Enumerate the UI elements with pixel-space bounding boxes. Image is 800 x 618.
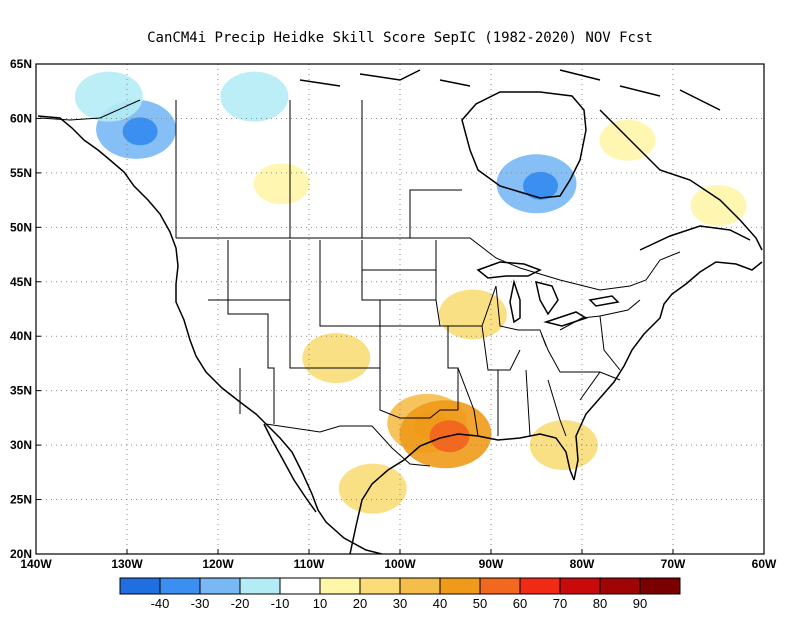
x-tick-label: 60W: [752, 557, 777, 571]
heatmap-field: [36, 64, 764, 554]
colorbar-label: 50: [473, 596, 487, 611]
y-tick-label: 20N: [10, 547, 32, 561]
y-tick-label: 55N: [10, 166, 32, 180]
colorbar-swatch: [439, 577, 481, 595]
colorbar-swatch: [519, 577, 561, 595]
atlantic-coastline: [573, 261, 763, 481]
political-borders: [39, 99, 681, 467]
lake-superior: [476, 261, 542, 279]
st-lawrence: [639, 225, 751, 251]
skill-core-0: [122, 117, 158, 146]
baja-coastline: [263, 423, 317, 513]
skill-region-14: [690, 185, 747, 227]
skill-region-12: [529, 420, 598, 471]
x-tick-label: 80W: [570, 557, 595, 571]
colorbar-label: -30: [191, 596, 210, 611]
skill-region-10: [438, 289, 507, 340]
colorbar-label: 10: [313, 596, 327, 611]
pacific-coastline: [37, 115, 383, 554]
y-tick-label: 35N: [10, 384, 32, 398]
colorbar-swatch: [359, 577, 401, 595]
x-axis: 140W 130W 120W 110W 100W 90W 80W 70W 60W: [20, 549, 777, 571]
y-tick-label: 50N: [10, 220, 32, 234]
colorbar-label: 30: [393, 596, 407, 611]
y-tick-label: 65N: [10, 57, 32, 71]
colorbar-swatch: [599, 577, 641, 595]
colorbar: -40 -30 -20 -10 10 20 30 40 50 60 70 80 90: [119, 577, 681, 611]
x-tick-label: 140W: [20, 557, 52, 571]
lake-ontario: [588, 295, 620, 307]
colorbar-label: 60: [513, 596, 527, 611]
skill-region-11: [490, 359, 547, 401]
colorbar-swatch: [319, 577, 361, 595]
state-lines-central: [361, 240, 459, 419]
lake-michigan: [509, 279, 521, 324]
skill-region-9: [338, 463, 407, 514]
x-tick-label: 90W: [479, 557, 504, 571]
skill-region-1: [74, 71, 143, 122]
colorbar-label: 40: [433, 596, 447, 611]
colorbar-label: 70: [553, 596, 567, 611]
colorbar-label: 80: [593, 596, 607, 611]
x-tick-label: 110W: [294, 557, 325, 571]
colorbar-swatch: [399, 577, 441, 595]
skill-region-6: [302, 333, 371, 383]
canada-provinces: [39, 99, 462, 238]
us-mexico-border: [265, 423, 431, 467]
colorbar-swatch: [279, 577, 321, 595]
arctic-islands: [299, 69, 721, 111]
hudson-bay: [461, 91, 587, 199]
skill-region-13: [599, 119, 656, 161]
colorbar-swatch: [559, 577, 601, 595]
gridlines: [36, 64, 764, 554]
skill-core-4: [523, 171, 558, 200]
colorbar-label: 90: [633, 596, 647, 611]
colorbar-swatch: [199, 577, 241, 595]
skill-region-5: [253, 163, 310, 205]
gulf-coastline: [349, 433, 575, 554]
labrador-coast: [599, 109, 763, 251]
us-canada-border: [176, 237, 681, 291]
colorbar-swatch: [119, 577, 161, 595]
y-tick-label: 25N: [10, 493, 32, 507]
state-lines-east: [435, 285, 641, 437]
colorbar-label: -10: [271, 596, 290, 611]
y-tick-label: 40N: [10, 329, 32, 343]
skill-score-blobs: [74, 71, 747, 514]
y-tick-label: 30N: [10, 438, 32, 452]
y-axis: 20N 25N 30N 35N 40N 45N 50N 55N 60N 65N: [10, 57, 41, 561]
colorbar-swatch: [479, 577, 521, 595]
y-tick-label: 45N: [10, 275, 32, 289]
x-tick-label: 100W: [384, 557, 416, 571]
x-tick-label: 70W: [661, 557, 686, 571]
skill-region-2: [220, 71, 289, 122]
colorbar-swatch: [159, 577, 201, 595]
x-tick-label: 130W: [111, 557, 143, 571]
coastlines: [37, 69, 763, 554]
colorbar-label: -20: [231, 596, 250, 611]
colorbar-label: -40: [151, 596, 170, 611]
colorbar-swatch: [239, 577, 281, 595]
y-tick-label: 60N: [10, 111, 32, 125]
lake-huron: [535, 280, 559, 316]
colorbar-swatch: [639, 577, 681, 595]
page-title: CanCM4i Precip Heidke Skill Score SepIC …: [147, 30, 653, 46]
x-tick-label: 120W: [202, 557, 234, 571]
colorbar-label: 20: [353, 596, 367, 611]
